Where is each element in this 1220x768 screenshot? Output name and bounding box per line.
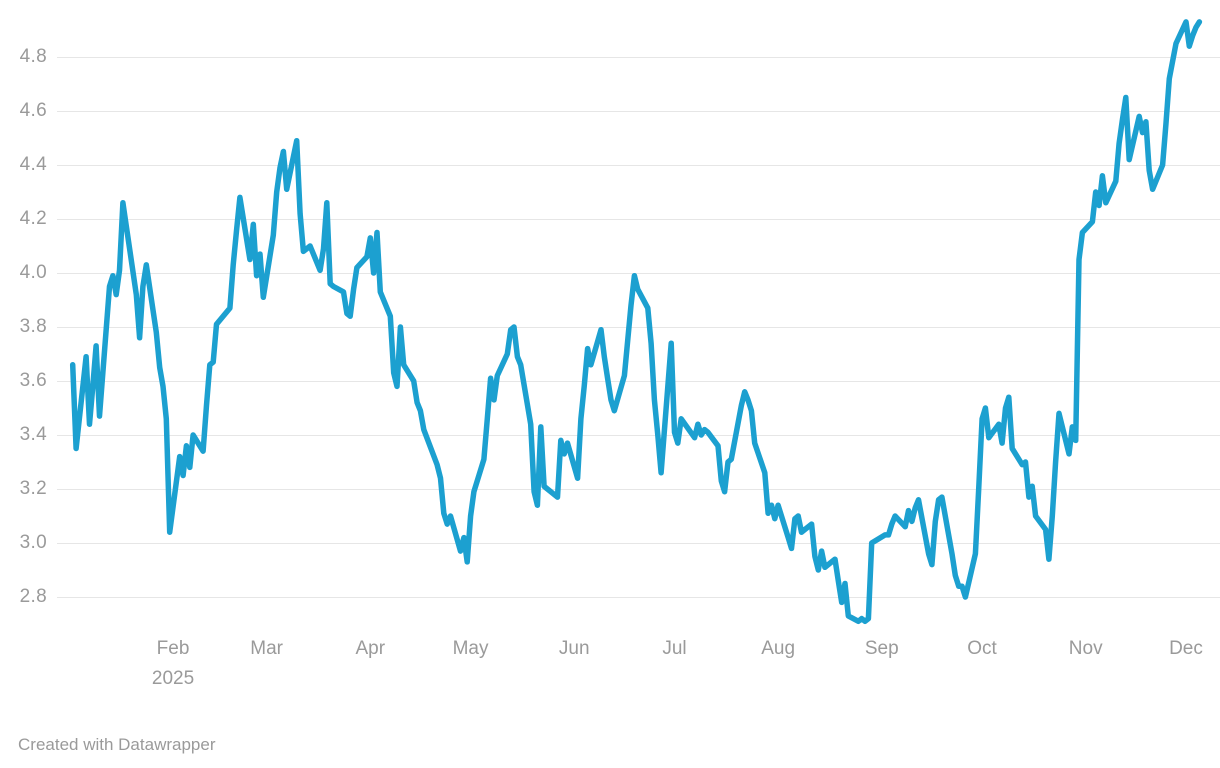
y-tick-label: 3.6 (19, 370, 47, 391)
y-tick-label: 4.4 (19, 154, 47, 175)
gridline-4.2 (57, 219, 1220, 220)
x-tick-label-nov: Nov (1068, 638, 1103, 659)
x-axis-year-label: 2025 (151, 668, 195, 689)
gridline-3.0 (57, 543, 1220, 544)
gridline-4.6 (57, 111, 1220, 112)
y-tick-label: 4.8 (19, 46, 47, 67)
y-tick-label: 3.4 (19, 424, 47, 445)
x-tick-label-may: May (452, 638, 489, 659)
y-tick-label: 4.0 (19, 262, 47, 283)
datawrapper-attribution: Created with Datawrapper (18, 735, 216, 754)
x-tick-label-jul: Jul (662, 638, 687, 659)
gridline-3.4 (57, 435, 1220, 436)
x-tick-label-feb: Feb (156, 638, 190, 659)
gridline-3.2 (57, 489, 1220, 490)
gridline-4.4 (57, 165, 1220, 166)
y-tick-label: 4.2 (19, 208, 47, 229)
x-tick-label-sep: Sep (864, 638, 899, 659)
y-tick-label: 3.0 (19, 532, 47, 553)
x-tick-label-jun: Jun (558, 638, 590, 659)
line-series (69, 19, 1203, 625)
gridline-4.0 (57, 273, 1220, 274)
gridline-3.8 (57, 327, 1220, 328)
y-tick-label: 2.8 (19, 586, 47, 607)
x-tick-label-mar: Mar (250, 638, 284, 659)
x-tick-label-aug: Aug (761, 638, 796, 659)
gridline-3.6 (57, 381, 1220, 382)
x-tick-label-oct: Oct (967, 638, 997, 659)
gridline-2.8 (57, 597, 1220, 598)
y-tick-label: 3.8 (19, 316, 47, 337)
y-tick-label: 3.2 (19, 478, 47, 499)
y-tick-label: 4.6 (19, 100, 47, 121)
x-tick-label-apr: Apr (355, 638, 386, 659)
x-tick-label-dec: Dec (1169, 638, 1203, 659)
gridline-4.8 (57, 57, 1220, 58)
